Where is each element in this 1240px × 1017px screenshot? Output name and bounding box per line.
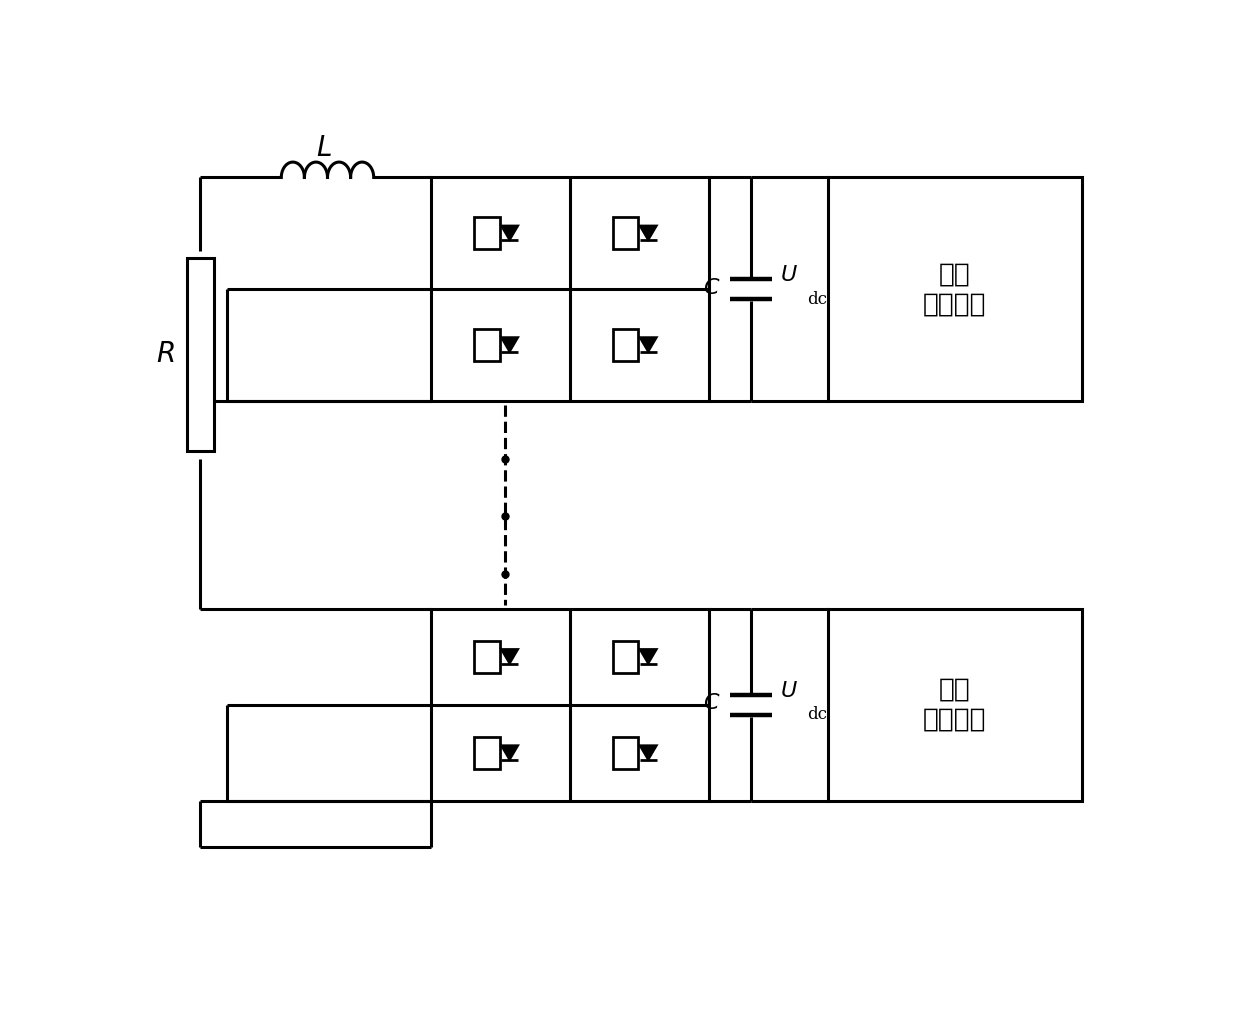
Bar xyxy=(474,218,500,249)
Bar xyxy=(474,641,500,673)
Text: $U$: $U$ xyxy=(780,264,797,286)
Bar xyxy=(613,737,639,769)
Text: dc: dc xyxy=(807,707,827,723)
Polygon shape xyxy=(501,745,518,760)
Bar xyxy=(432,609,708,801)
Polygon shape xyxy=(640,338,657,352)
Bar xyxy=(613,328,639,361)
Text: $U$: $U$ xyxy=(780,680,797,702)
Bar xyxy=(613,641,639,673)
Polygon shape xyxy=(640,649,657,663)
Bar xyxy=(432,178,708,401)
Text: 独立
直流电源: 独立 直流电源 xyxy=(923,677,987,733)
Bar xyxy=(613,218,639,249)
Bar xyxy=(827,609,1083,801)
Text: $C$: $C$ xyxy=(703,693,720,714)
Text: 独立
直流电源: 独立 直流电源 xyxy=(923,261,987,317)
Bar xyxy=(474,328,500,361)
Polygon shape xyxy=(501,338,518,352)
Polygon shape xyxy=(501,649,518,663)
Text: $C$: $C$ xyxy=(703,277,720,299)
Polygon shape xyxy=(501,226,518,240)
Polygon shape xyxy=(640,745,657,760)
Polygon shape xyxy=(640,226,657,240)
Text: $L$: $L$ xyxy=(316,135,331,163)
Bar xyxy=(827,178,1083,401)
Bar xyxy=(474,737,500,769)
Bar xyxy=(186,258,215,451)
Text: $R$: $R$ xyxy=(156,341,175,368)
Text: dc: dc xyxy=(807,291,827,307)
